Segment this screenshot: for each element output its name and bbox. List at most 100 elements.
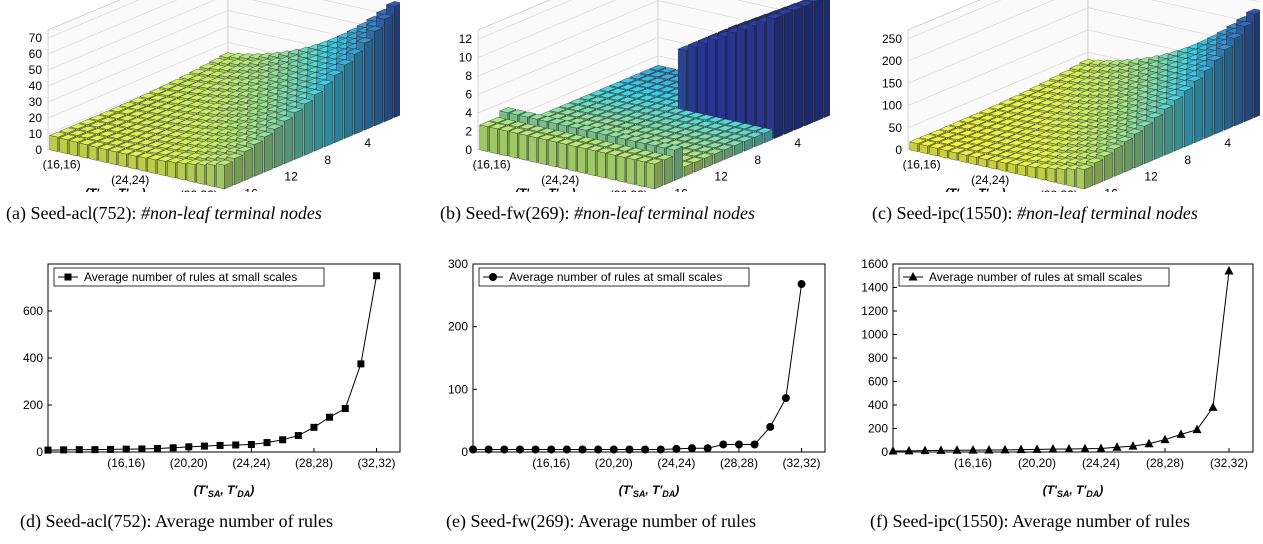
chart-d-y-tick: 200 (23, 398, 43, 412)
chart-b-y-tick: 8 (754, 153, 761, 167)
chart-d-legend: Average number of rules at small scales (53, 267, 325, 287)
caption-e-label: (e) (446, 511, 466, 531)
chart-b-bar (765, 13, 784, 139)
caption-c-em: #non-leaf terminal nodes (1016, 203, 1198, 223)
chart-e-point (469, 445, 477, 454)
chart-f-point (1208, 402, 1218, 411)
chart-c-y-tick: 8 (1184, 153, 1191, 167)
chart-f-y-tick: 1000 (861, 328, 888, 342)
caption-f: (f) Seed-ipc(1550): Average number of ru… (870, 510, 1263, 533)
caption-b: (b) Seed-fw(269): #non-leaf terminal nod… (440, 202, 830, 225)
caption-a-text: Seed-acl(752): (30, 203, 137, 223)
chart-d-point (216, 441, 224, 449)
chart-e-point (797, 280, 806, 289)
chart-f-point (920, 445, 930, 455)
chart-a-y-tick: 4 (364, 136, 371, 150)
chart-c-svg: 0 50 100 150 200 250 (16,16) (24,24) (32,32) 16 12… (882, 0, 1263, 214)
chart-e-point (547, 445, 556, 454)
chart-f-point (952, 445, 962, 454)
chart-c-z-tick: 0 (895, 143, 902, 157)
chart-d-point (326, 413, 334, 421)
chart-f-point (936, 445, 946, 454)
chart-a-x-tick: (16,16) (43, 157, 81, 171)
chart-a-svg: 0 10 20 30 40 50 60 70 (16,16) (24,24) (32,32) 16 12… (29, 0, 411, 214)
caption-b-text: Seed-fw(269): (465, 203, 570, 223)
chart-a-y-tick: 8 (324, 153, 331, 167)
chart-d-x-tick: (16,16) (107, 456, 145, 470)
chart-b-svg: 024681012(16,16)(24,24)(32,32)1612841(T'… (459, 0, 841, 214)
chart-f-point (1096, 443, 1106, 452)
chart-a-y-tick: 12 (284, 170, 298, 184)
chart-a-z-tick: 0 (35, 143, 42, 157)
chart-d-y-tick: 0 (36, 445, 43, 459)
chart-e-series-line (473, 283, 803, 450)
chart-d-plot (44, 263, 401, 454)
chart-d-frame (47, 263, 401, 453)
chart-d-point (185, 443, 193, 451)
chart-d-point (122, 445, 130, 453)
chart-c-y-tick: 4 (1224, 136, 1231, 150)
chart-d-point (279, 436, 287, 444)
chart-d-legend-label: Average number of rules at small scales (84, 270, 297, 284)
chart-f-point (1064, 443, 1074, 453)
chart-d-point (310, 423, 318, 431)
chart-e-panel: 0 100 200 300 (16,16) (20,20) (24,24) (28,28) (3… (425, 256, 835, 502)
chart-c-gridline (907, 0, 1263, 62)
chart-f-y-tick: 200 (868, 422, 888, 436)
caption-a: (a) Seed-acl(752): #non-leaf terminal no… (6, 202, 386, 225)
chart-e-legend-box (478, 267, 750, 287)
chart-f-point (1144, 438, 1154, 448)
chart-e-point (609, 445, 618, 454)
chart-d-panel: 0 200 400 600 (16,16) (20,20) (24,24) (28,28) (3… (0, 256, 410, 502)
chart-d-point (232, 441, 240, 449)
chart-d-x-tick: (28,28) (295, 456, 333, 470)
chart-e-point (531, 445, 540, 454)
chart-d-point (263, 439, 271, 447)
chart-b-gridline (477, 0, 835, 40)
chart-b-y-tick: 12 (714, 170, 728, 184)
chart-c-x-tick: (24,24) (971, 173, 1009, 187)
chart-a-bar (215, 159, 234, 190)
caption-a-label: (a) (6, 203, 26, 223)
chart-f-x-tick: (32,32) (1210, 456, 1248, 470)
chart-e-point (515, 445, 524, 454)
caption-c: (c) Seed-ipc(1550): #non-leaf terminal n… (872, 202, 1252, 225)
chart-d-point (200, 442, 208, 450)
chart-f-point (1000, 444, 1010, 454)
chart-d-point (107, 445, 115, 453)
chart-e-point (734, 440, 743, 449)
caption-f-label: (f) (870, 511, 888, 531)
caption-e-text: Seed-fw(269): Average number of rules (470, 511, 757, 531)
chart-c-panel: 0 50 100 150 200 250 (16,16) (24,24) (32,32) 16 12… (860, 0, 1263, 214)
chart-b-y-tick: 16 (674, 186, 688, 192)
chart-d-point (138, 445, 146, 453)
chart-b-gridline (477, 0, 835, 58)
chart-a-gridline (47, 0, 405, 55)
chart-b-z-tick: 8 (465, 69, 472, 83)
chart-a-z-tick: 50 (29, 63, 43, 77)
chart-e-legend-marker (489, 273, 497, 281)
chart-f-y-tick: 1600 (861, 257, 888, 271)
chart-e-point (500, 445, 509, 454)
chart-a-x-tick: (24,24) (111, 173, 149, 187)
chart-c-bar (1075, 164, 1094, 190)
chart-c-x-tick: (32,32) (1040, 188, 1078, 192)
chart-f-point (1048, 444, 1058, 453)
chart-a-z-tick: 60 (29, 47, 43, 61)
caption-c-text: Seed-ipc(1550): (896, 203, 1013, 223)
chart-f-point (968, 445, 978, 454)
chart-e-frame (472, 263, 826, 453)
chart-f-point (1112, 442, 1122, 451)
chart-d-point (75, 446, 83, 454)
chart-c-z-tick: 200 (882, 54, 902, 68)
chart-a-z-tick: 70 (29, 31, 43, 45)
chart-d-legend-box (53, 267, 325, 287)
chart-c-x-tick: (16,16) (903, 157, 941, 171)
chart-c-y-tick: 16 (1104, 186, 1118, 192)
chart-d-y-tick: 600 (23, 304, 43, 318)
chart-c-z-tick: 50 (889, 121, 903, 135)
chart-d-x-tick: (32,32) (358, 456, 396, 470)
chart-f-x-tick: (20,20) (1018, 456, 1056, 470)
chart-e-point (656, 445, 665, 454)
caption-e: (e) Seed-fw(269): Average number of rule… (446, 510, 846, 533)
